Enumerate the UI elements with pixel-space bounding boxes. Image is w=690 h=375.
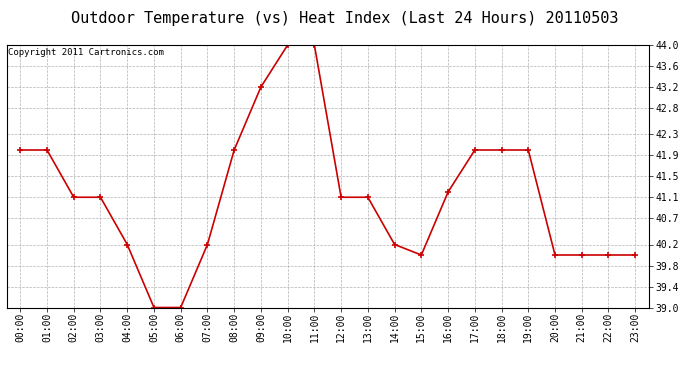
- Text: Copyright 2011 Cartronics.com: Copyright 2011 Cartronics.com: [8, 48, 164, 57]
- Text: Outdoor Temperature (vs) Heat Index (Last 24 Hours) 20110503: Outdoor Temperature (vs) Heat Index (Las…: [71, 11, 619, 26]
